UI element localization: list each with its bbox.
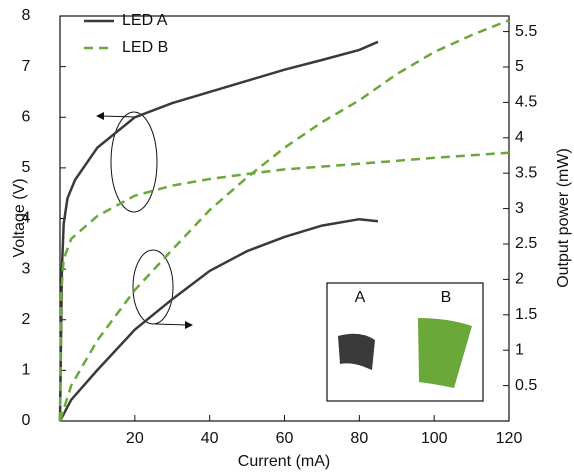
y-tick-label: 6 <box>22 108 31 125</box>
inset-label: A <box>355 289 366 306</box>
y2-tick-label: 4.5 <box>515 94 537 111</box>
y2-tick-label: 5.5 <box>515 23 537 40</box>
annotation-arrow <box>100 116 136 117</box>
y2-tick-label: 5 <box>515 58 524 75</box>
y2-axis-label: Output power (mW) <box>555 148 572 288</box>
y-tick-label: 5 <box>22 159 31 176</box>
y-tick-label: 8 <box>22 7 31 24</box>
annotation-arrowhead <box>96 112 104 120</box>
x-tick-label: 60 <box>276 430 294 447</box>
y2-tick-label: 1 <box>515 341 524 358</box>
y-tick-label: 4 <box>22 210 31 227</box>
x-tick-label: 100 <box>421 430 448 447</box>
y2-tick-label: 4 <box>515 129 524 146</box>
legend-label: LED B <box>122 39 168 56</box>
y-tick-label: 7 <box>22 58 31 75</box>
y2-tick-label: 0.5 <box>515 377 537 394</box>
inset-label: B <box>441 289 452 306</box>
y-tick-label: 3 <box>22 260 31 277</box>
x-tick-label: 80 <box>350 430 368 447</box>
y-tick-label: 2 <box>22 311 31 328</box>
legend-label: LED A <box>122 12 168 29</box>
y-tick-label: 0 <box>22 412 31 429</box>
x-tick-label: 120 <box>496 430 523 447</box>
annotation-arrow <box>155 324 188 325</box>
annotation-arrowhead <box>185 321 193 329</box>
y2-tick-label: 2.5 <box>515 235 537 252</box>
chart: Current (mA) Voltage (V) Output power (m… <box>0 0 574 474</box>
x-axis-label: Current (mA) <box>238 453 330 470</box>
y2-tick-label: 2 <box>515 271 524 288</box>
y2-tick-label: 1.5 <box>515 306 537 323</box>
y2-tick-label: 3.5 <box>515 164 537 181</box>
y-tick-label: 1 <box>22 362 31 379</box>
x-tick-label: 20 <box>126 430 144 447</box>
y2-tick-label: 3 <box>515 200 524 217</box>
x-tick-label: 40 <box>201 430 219 447</box>
